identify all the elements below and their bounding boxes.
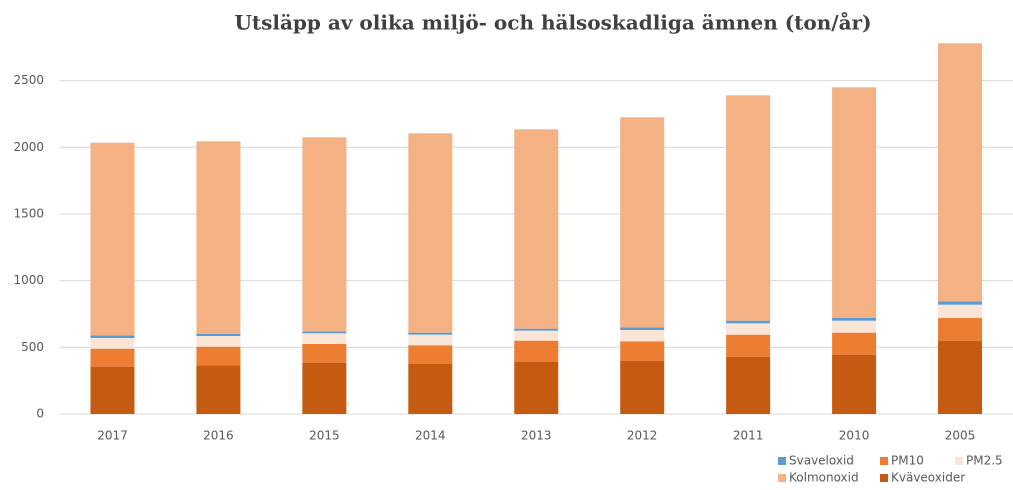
bar-segment (408, 133, 453, 333)
bar-segment (832, 354, 877, 414)
bar-segment (90, 366, 135, 414)
legend-swatch (880, 457, 888, 465)
bar-segment (408, 334, 453, 346)
legend-label: Kväveoxider (891, 471, 965, 485)
y-tick-label: 0 (36, 407, 44, 421)
bar-segment (196, 346, 241, 366)
bar-segment (408, 345, 453, 364)
chart-title: Utsläpp av olika miljö- och hälsoskadlig… (234, 11, 871, 35)
bar-segment (938, 318, 983, 341)
bar-segment (832, 318, 877, 321)
bar-segment (514, 340, 559, 362)
bar-segment (514, 330, 559, 341)
bar-segment (726, 334, 771, 357)
bar-segment (620, 360, 665, 414)
bar-segment (90, 338, 135, 349)
bar-segment (408, 364, 453, 414)
bar-segment (302, 362, 347, 414)
x-tick-label: 2012 (627, 429, 658, 443)
bar-segment (726, 95, 771, 321)
y-tick-label: 1500 (13, 207, 44, 221)
bar-segment (302, 331, 347, 334)
bar-segment (90, 348, 135, 367)
y-tick-label: 2500 (13, 73, 44, 87)
bar-segment (938, 340, 983, 414)
bar-segment (196, 334, 241, 336)
x-tick-label: 2016 (203, 429, 234, 443)
bar-segment (90, 335, 135, 338)
bar-segment (938, 304, 983, 318)
legend-label: PM10 (891, 454, 924, 468)
bar-segment (832, 87, 877, 318)
bar-segment (514, 362, 559, 414)
x-tick-label: 2015 (309, 429, 340, 443)
x-tick-label: 2011 (733, 429, 764, 443)
bar-segment (938, 43, 983, 302)
bar-segment (620, 327, 665, 330)
legend-swatch (955, 457, 963, 465)
x-tick-label: 2017 (97, 429, 128, 443)
x-tick-label: 2010 (839, 429, 870, 443)
x-tick-label: 2005 (945, 429, 976, 443)
y-tick-label: 2000 (13, 140, 44, 154)
bar-segment (832, 320, 877, 333)
bar-segment (90, 142, 135, 336)
legend-swatch (778, 457, 786, 465)
bar-segment (302, 344, 347, 363)
bar-segment (726, 356, 771, 414)
bar-segment (302, 137, 347, 332)
bar-segment (514, 129, 559, 329)
legend-label: Svaveloxid (789, 454, 854, 468)
legend-label: Kolmonoxid (789, 471, 859, 485)
bar-segment (196, 336, 241, 347)
bar-segment (832, 332, 877, 355)
y-tick-label: 500 (21, 340, 44, 354)
bar-segment (938, 301, 983, 305)
y-tick-label: 1000 (13, 273, 44, 287)
bar-segment (302, 333, 347, 344)
bar-segment (196, 365, 241, 414)
bar-segment (408, 332, 453, 335)
legend-swatch (880, 474, 888, 482)
bar-segment (726, 323, 771, 335)
bar-segment (726, 320, 771, 324)
legend-swatch (778, 474, 786, 482)
bar-segment (196, 141, 241, 334)
x-tick-label: 2014 (415, 429, 446, 443)
bar-segment (514, 328, 559, 331)
x-tick-label: 2013 (521, 429, 552, 443)
bar-segment (620, 330, 665, 342)
bar-segment (620, 341, 665, 361)
legend-label: PM2.5 (966, 454, 1003, 468)
bar-segment (620, 117, 665, 328)
